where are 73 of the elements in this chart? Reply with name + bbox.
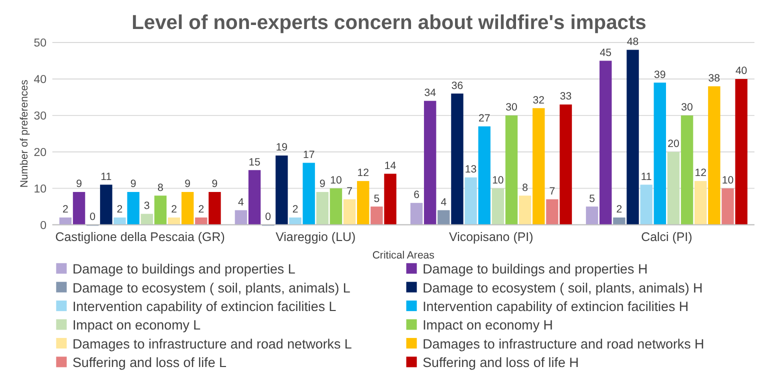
x-tick-label: Castiglione della Pescaia (GR) xyxy=(55,230,225,244)
y-axis-title: Number of preferences xyxy=(18,80,30,188)
data-label: 9 xyxy=(130,178,136,190)
data-label: 5 xyxy=(374,192,380,205)
data-label: 36 xyxy=(451,80,464,92)
data-label: 45 xyxy=(600,46,612,59)
data-label: 7 xyxy=(549,185,556,198)
data-label: 11 xyxy=(100,170,112,183)
data-label: 10 xyxy=(492,174,504,187)
data-label: 9 xyxy=(184,178,191,190)
legend-label: Impact on economy L xyxy=(72,318,202,333)
legend-label: Impact on economy H xyxy=(422,318,553,333)
data-label: 0 xyxy=(90,210,96,223)
data-label: 48 xyxy=(626,36,639,48)
data-label: 6 xyxy=(414,189,420,202)
data-label: 32 xyxy=(532,94,545,106)
legend-label: Suffering and loss of life H xyxy=(422,355,579,370)
data-label: 12 xyxy=(694,167,707,180)
y-tick-label: 30 xyxy=(34,110,47,122)
x-axis-title: Critical Areas xyxy=(372,249,434,262)
data-label: 9 xyxy=(319,178,326,190)
data-label: 9 xyxy=(212,178,218,190)
data-label: 10 xyxy=(722,174,734,187)
data-label: 4 xyxy=(238,196,244,208)
data-label: 13 xyxy=(464,164,477,176)
data-label: 2 xyxy=(62,204,69,216)
data-label: 27 xyxy=(478,112,490,125)
legend-label: Intervention capability of extincion facilities L xyxy=(72,299,337,314)
data-label: 10 xyxy=(330,174,342,187)
y-tick-label: 40 xyxy=(34,74,47,86)
legend-label: Damage to ecosystem ( soil, plants, animals) H xyxy=(422,280,703,296)
data-label: 8 xyxy=(522,182,528,194)
legend-label: Intervention capability of extincion facilities H xyxy=(422,299,689,314)
legend-label: Damage to buildings and properties H xyxy=(422,262,648,277)
data-label: 39 xyxy=(654,68,666,81)
data-label: 15 xyxy=(248,156,261,168)
data-label: 2 xyxy=(171,204,178,216)
data-label: 0 xyxy=(265,210,272,223)
data-label: 4 xyxy=(440,196,447,208)
y-tick-label: 50 xyxy=(34,38,47,50)
x-tick-label: Viareggio (LU) xyxy=(276,230,356,244)
legend-label: Damages to infrastructure and road networks H xyxy=(422,336,704,352)
legend-label: Suffering and loss of life L xyxy=(72,355,228,370)
data-label: 34 xyxy=(424,87,436,100)
data-label: 33 xyxy=(560,90,572,103)
data-label: 3 xyxy=(144,200,150,212)
data-label: 11 xyxy=(640,170,652,183)
x-tick-label: Vicopisano (PI) xyxy=(449,230,534,244)
data-label: 2 xyxy=(616,204,622,216)
data-label: 30 xyxy=(681,102,694,114)
chart-title: Level of non-experts concern about wildfire's impacts xyxy=(132,12,646,34)
data-label: 9 xyxy=(76,178,82,190)
y-tick-label: 20 xyxy=(34,146,47,159)
legend-label: Damage to ecosystem ( soil, plants, animals) L xyxy=(72,280,351,296)
data-label: 40 xyxy=(735,65,748,78)
data-label: 38 xyxy=(708,72,720,84)
y-tick-label: 0 xyxy=(40,220,47,232)
data-label: 14 xyxy=(384,160,396,172)
data-label: 30 xyxy=(506,102,518,114)
data-label: 5 xyxy=(589,192,596,205)
data-label: 2 xyxy=(116,204,123,216)
legend-label: Damage to buildings and properties L xyxy=(72,262,296,277)
data-label: 20 xyxy=(668,138,680,150)
data-label: 7 xyxy=(346,185,353,198)
data-label: 2 xyxy=(198,204,204,216)
x-tick-label: Calci (PI) xyxy=(641,230,692,244)
data-label: 12 xyxy=(357,167,370,180)
data-label: 8 xyxy=(158,182,164,194)
legend-label: Damages to infrastructure and road networks L xyxy=(72,336,352,352)
data-label: 19 xyxy=(276,142,288,154)
data-label: 2 xyxy=(292,204,298,216)
data-label: 17 xyxy=(302,149,315,162)
y-tick-label: 10 xyxy=(34,183,47,196)
